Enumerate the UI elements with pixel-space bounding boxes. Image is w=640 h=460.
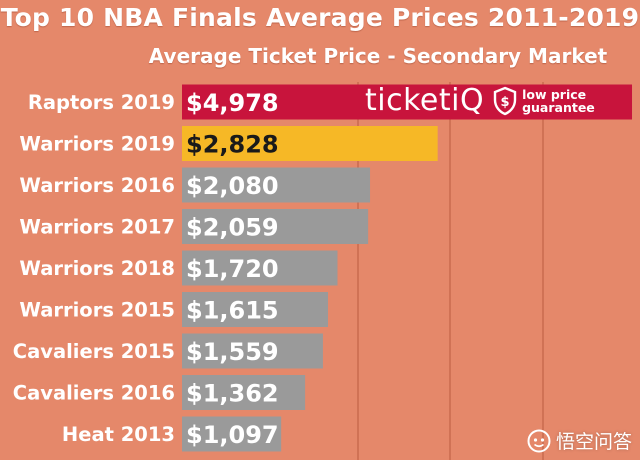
value-label: $4,978 <box>186 89 279 117</box>
value-label: $2,059 <box>186 214 279 242</box>
bar <box>182 167 371 203</box>
bar <box>182 292 328 327</box>
value-label: $2,080 <box>186 172 279 200</box>
value-label: $1,559 <box>186 338 279 366</box>
category-label: Cavaliers 2015 <box>13 340 175 363</box>
category-label: Raptors 2019 <box>28 91 175 114</box>
category-label: Heat 2013 <box>62 423 175 446</box>
tagline-line-1: low price <box>522 87 587 102</box>
labels: Raptors 2019 $4,978 Warriors 2019 $2,828 War… <box>13 89 279 449</box>
category-label: Warriors 2015 <box>19 299 175 322</box>
bar <box>182 250 338 286</box>
category-label: Warriors 2018 <box>19 257 175 280</box>
value-label: $1,720 <box>186 255 279 283</box>
bars <box>182 84 633 452</box>
tagline-line-2: guarantee <box>522 100 595 115</box>
svg-text:$: $ <box>501 95 510 110</box>
watermark: 悟空问答 <box>527 427 632 454</box>
bar <box>182 209 369 244</box>
category-label: Cavaliers 2016 <box>13 382 175 405</box>
category-label: Warriors 2016 <box>19 174 175 197</box>
bar <box>182 375 306 410</box>
category-label: Warriors 2017 <box>19 216 175 239</box>
ticketiq-logo: ticketiQ $ low price guarantee <box>365 84 633 118</box>
logo-wordmark: ticketiQ <box>365 83 485 118</box>
shield-dollar-icon: $ <box>493 86 517 116</box>
category-label: Warriors 2019 <box>19 133 175 156</box>
bar <box>182 416 282 452</box>
value-label: $1,362 <box>186 380 279 408</box>
wukong-icon <box>527 429 551 452</box>
bar <box>182 126 438 161</box>
chart-subtitle: Average Ticket Price - Secondary Market <box>148 44 608 68</box>
watermark-text: 悟空问答 <box>555 431 632 453</box>
chart-title: Top 10 NBA Finals Average Prices 2011-20… <box>0 3 640 32</box>
value-label: $1,615 <box>186 297 279 325</box>
bar <box>182 333 323 369</box>
logo-tagline: low price guarantee <box>522 88 595 114</box>
bar <box>182 84 633 120</box>
value-label: $2,828 <box>186 131 279 159</box>
value-label: $1,097 <box>186 421 279 449</box>
